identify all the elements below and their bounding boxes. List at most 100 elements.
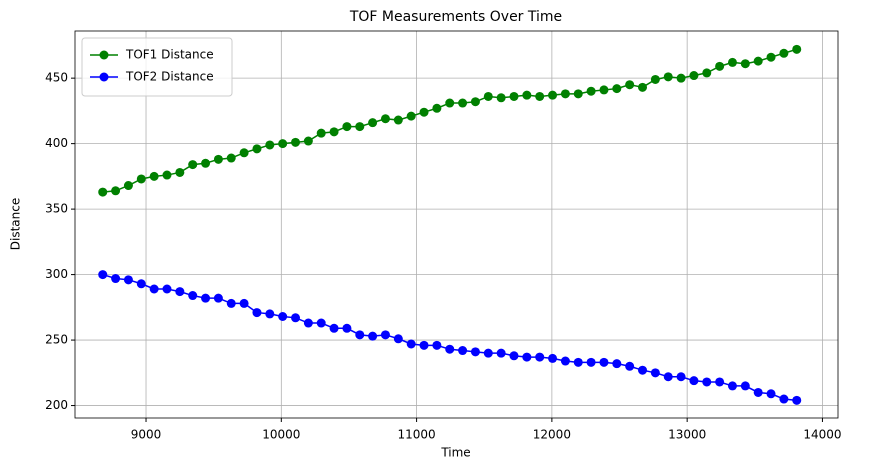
data-point	[303, 318, 313, 328]
data-point	[419, 107, 429, 117]
data-point	[766, 52, 776, 62]
data-point	[201, 293, 211, 303]
data-point	[625, 80, 635, 90]
data-point	[342, 122, 352, 132]
data-point	[239, 298, 249, 308]
data-point	[702, 377, 712, 387]
data-point	[535, 352, 545, 362]
data-point	[753, 387, 763, 397]
data-point	[432, 340, 442, 350]
data-point	[702, 68, 712, 78]
data-point	[573, 357, 583, 367]
plot-frame	[74, 30, 839, 419]
y-tick-label: 300	[45, 267, 68, 281]
data-point	[715, 61, 725, 71]
data-point	[740, 59, 750, 69]
legend-label: TOF1 Distance	[125, 48, 214, 62]
data-point	[188, 160, 198, 170]
data-point	[329, 323, 339, 333]
data-point	[355, 122, 365, 132]
data-point	[252, 144, 262, 154]
data-point	[522, 352, 532, 362]
data-point	[445, 344, 455, 354]
data-point	[676, 372, 686, 382]
data-point	[226, 298, 236, 308]
x-axis-label: Time	[440, 446, 470, 460]
legend: TOF1 Distance TOF2 Distance	[81, 37, 233, 97]
data-point	[406, 111, 416, 121]
y-tick-label: 400	[45, 136, 68, 150]
data-point	[727, 57, 737, 67]
x-tick-label: 14000	[803, 428, 841, 442]
data-point	[548, 353, 558, 363]
data-point	[136, 279, 146, 289]
data-point	[715, 377, 725, 387]
data-point	[779, 48, 789, 58]
legend-marker	[99, 72, 109, 82]
data-point	[509, 91, 519, 101]
data-point	[663, 372, 673, 382]
data-point	[393, 334, 403, 344]
data-point	[278, 139, 288, 149]
data-point	[458, 98, 468, 108]
data-point	[149, 284, 159, 294]
data-point	[175, 167, 185, 177]
data-point	[213, 154, 223, 164]
data-point	[239, 148, 249, 158]
data-point	[265, 309, 275, 319]
data-point	[638, 365, 648, 375]
data-point	[573, 89, 583, 99]
data-point	[560, 356, 570, 366]
data-point	[380, 330, 390, 340]
data-point	[548, 90, 558, 100]
x-tick-label: 11000	[397, 428, 435, 442]
data-point	[123, 181, 133, 191]
data-point	[458, 346, 468, 356]
y-tick-label: 250	[45, 333, 68, 347]
data-point	[111, 274, 121, 284]
data-point	[779, 394, 789, 404]
data-point	[342, 323, 352, 333]
data-point	[355, 330, 365, 340]
data-point	[291, 137, 301, 147]
x-tick-label: 9000	[131, 428, 162, 442]
data-point	[483, 348, 493, 358]
data-point	[98, 270, 108, 280]
y-axis-label: Distance	[9, 198, 23, 250]
data-point	[496, 348, 506, 358]
data-point	[470, 97, 480, 107]
data-point	[612, 84, 622, 94]
x-tick-label: 13000	[668, 428, 706, 442]
data-point	[766, 389, 776, 399]
data-point	[226, 153, 236, 163]
data-point	[689, 71, 699, 81]
data-point	[612, 359, 622, 369]
data-point	[445, 98, 455, 108]
data-point	[483, 91, 493, 101]
data-point	[136, 174, 146, 184]
data-point	[599, 357, 609, 367]
data-point	[201, 158, 211, 168]
data-point	[753, 56, 763, 66]
legend-label: TOF2 Distance	[125, 70, 214, 84]
data-point	[123, 275, 133, 285]
data-point	[689, 376, 699, 386]
data-point	[432, 103, 442, 113]
data-point	[393, 115, 403, 125]
data-point	[265, 140, 275, 150]
data-point	[162, 284, 172, 294]
data-point	[380, 114, 390, 124]
legend-marker	[99, 50, 109, 60]
data-point	[252, 308, 262, 318]
data-point	[560, 89, 570, 99]
data-point	[650, 368, 660, 378]
data-point	[188, 291, 198, 301]
data-point	[406, 339, 416, 349]
data-point	[727, 381, 737, 391]
data-point	[419, 340, 429, 350]
data-point	[676, 73, 686, 83]
data-point	[586, 357, 596, 367]
data-point	[111, 186, 121, 196]
y-tick-label: 450	[45, 71, 68, 85]
